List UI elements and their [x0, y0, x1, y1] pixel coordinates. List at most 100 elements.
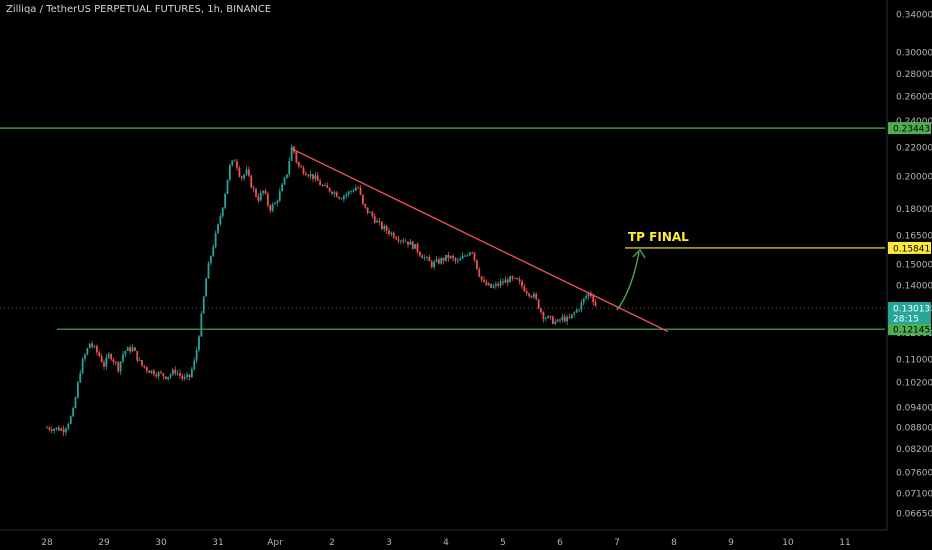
candle-body — [84, 354, 86, 359]
time-tick-label: 8 — [671, 538, 677, 548]
candle-body — [55, 427, 58, 429]
candle-body — [259, 192, 262, 201]
candle-body — [556, 319, 559, 322]
candle-body — [309, 174, 312, 177]
candle-body — [257, 196, 260, 201]
candle-body — [262, 190, 265, 193]
level-price-tag-text: 0.12145 — [893, 326, 930, 336]
price-tick-label: 0.22000 — [896, 144, 932, 154]
candle-body — [516, 277, 519, 280]
candle-body — [119, 361, 122, 372]
candle-body — [566, 316, 569, 322]
candle-body — [592, 296, 595, 303]
candle-body — [221, 207, 224, 217]
candle-body — [250, 175, 253, 188]
candle-body — [74, 397, 77, 409]
candle-body — [314, 175, 317, 180]
candle-body — [490, 283, 493, 288]
candle-body — [573, 312, 576, 315]
candle-body — [88, 343, 91, 349]
candle-body — [549, 315, 552, 317]
candle-body — [532, 293, 535, 298]
candle-body — [430, 261, 433, 268]
candle-body — [559, 319, 561, 321]
descending-trendline[interactable] — [291, 148, 669, 333]
time-tick-label: 2 — [329, 538, 335, 548]
candle-body — [483, 279, 485, 282]
price-tick-label: 0.06650 — [896, 509, 932, 519]
candle-body — [468, 252, 471, 256]
candle-body — [312, 174, 314, 180]
candle-body — [426, 257, 428, 258]
candle-body — [169, 374, 172, 377]
candle-body — [342, 195, 345, 200]
candle-body — [407, 241, 409, 245]
candle-body — [228, 165, 231, 180]
candle-body — [509, 276, 512, 283]
candle-body — [285, 174, 288, 178]
candle-body — [224, 193, 227, 208]
candle-body — [399, 240, 402, 242]
candle-body — [575, 309, 578, 313]
candle-body — [217, 224, 219, 233]
candle-body — [547, 315, 550, 319]
arrow-head-icon — [632, 248, 646, 259]
candle-body — [361, 194, 364, 204]
candle-body — [290, 146, 293, 161]
candle-body — [243, 174, 246, 179]
candle-body — [300, 166, 303, 168]
candle-body — [504, 279, 507, 283]
candle-body — [245, 169, 248, 175]
candle-body — [72, 408, 75, 417]
candle-body — [148, 370, 151, 373]
candle-body — [485, 281, 488, 286]
current-price-text: 0.13013 — [893, 305, 930, 315]
candle-body — [345, 194, 348, 196]
level-price-tag-text: 0.23443 — [893, 125, 930, 135]
candle-body — [494, 283, 497, 287]
candle-body — [323, 185, 326, 186]
price-tick-label: 0.11000 — [896, 355, 932, 365]
time-tick-label: 5 — [500, 538, 506, 548]
candle-body — [333, 192, 336, 194]
candle-body — [136, 350, 139, 361]
candle-body — [354, 187, 357, 191]
candle-body — [397, 239, 400, 242]
time-tick-label: 3 — [386, 538, 392, 548]
tp-final-label[interactable]: TP FINAL — [628, 230, 689, 244]
candle-body — [421, 255, 424, 259]
candle-body — [53, 428, 56, 431]
current-price-tag — [888, 302, 931, 325]
candle-body — [179, 373, 181, 376]
candle-body — [65, 428, 67, 433]
price-tick-label: 0.07100 — [896, 489, 932, 499]
candle-body — [114, 362, 117, 363]
candle-body — [411, 241, 414, 249]
candle-body — [513, 277, 516, 279]
level-price-tag — [888, 323, 931, 336]
candle-body — [302, 167, 305, 174]
candle-body — [79, 373, 82, 383]
candle-body — [240, 176, 243, 179]
candle-body — [274, 203, 276, 205]
target-arrow[interactable] — [616, 251, 640, 311]
candle-body — [321, 185, 324, 187]
candle-body — [471, 252, 474, 254]
price-tick-label: 0.16500 — [896, 231, 932, 241]
candle-body — [357, 187, 360, 189]
candle-body — [561, 316, 564, 321]
candle-body — [423, 257, 426, 259]
candle-body — [535, 293, 538, 300]
level-price-tag — [888, 122, 931, 135]
price-tick-label: 0.10200 — [896, 379, 932, 389]
candle-body — [350, 191, 352, 192]
candle-body — [466, 255, 469, 257]
time-tick-label: 6 — [557, 538, 563, 548]
candle-body — [138, 360, 141, 361]
candle-body — [331, 191, 333, 194]
candle-body — [409, 241, 412, 245]
candle-body — [141, 360, 143, 366]
candle-body — [103, 362, 105, 367]
price-tick-label: 0.24000 — [896, 117, 932, 127]
